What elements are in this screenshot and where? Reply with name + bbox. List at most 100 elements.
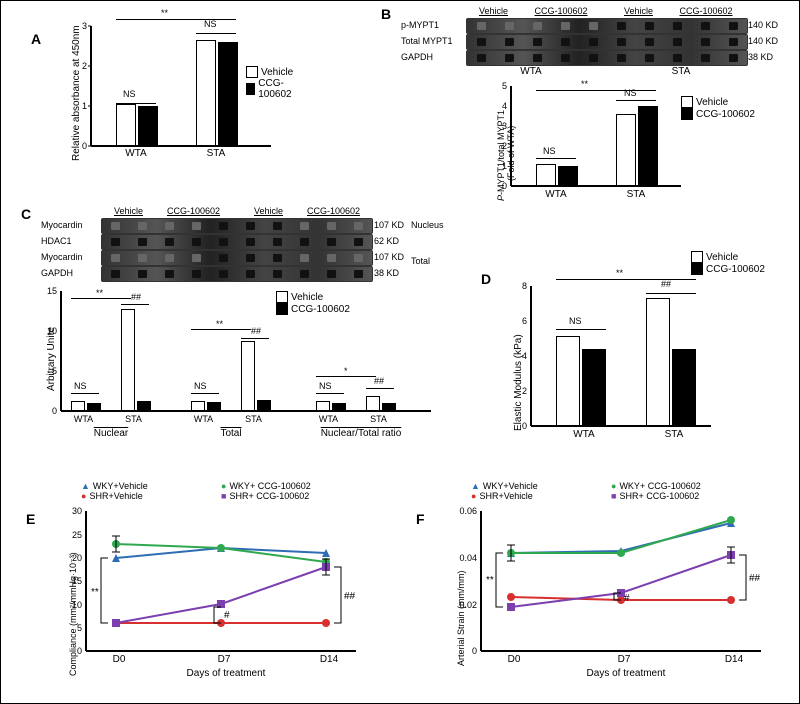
svg-text:2: 2 — [82, 61, 87, 71]
b-legend-ccg: CCG-100602 — [681, 108, 755, 120]
f-leg-wkyccg: ●WKY+ CCG-100602 — [611, 481, 771, 491]
c-row-myo2: Myocardin — [41, 252, 83, 262]
c-sig-rat-hash-line — [366, 388, 394, 389]
c-tot-wta-veh — [191, 401, 205, 411]
panel-d-ytitle: Elastic Modulus (kPa) — [513, 334, 524, 431]
panel-f: F ▲WKY+Vehicle ●WKY+ CCG-100602 ●SHR+Veh… — [411, 481, 791, 691]
svg-text:0.04: 0.04 — [459, 553, 477, 563]
panel-e-ytitle: Compliance (mm²/mmHg·10⁻³) — [68, 552, 79, 676]
svg-text:0: 0 — [82, 141, 87, 151]
b-top-ccg2: CCG-100602 — [666, 6, 746, 16]
b-kd3: 38 KD — [748, 52, 773, 62]
panel-d-x-wta: WTA — [559, 429, 609, 440]
panel-c-legend: Vehicle CCG-100602 — [276, 291, 350, 315]
d-legend-ccg: CCG-100602 — [691, 263, 765, 275]
b-lane-gapdh — [466, 50, 748, 66]
b-top-ccg1: CCG-100602 — [521, 6, 601, 16]
svg-text:1: 1 — [82, 101, 87, 111]
c-tot-sta-ccg — [257, 400, 271, 411]
b-top-veh1: Vehicle — [466, 6, 521, 16]
svg-text:8: 8 — [522, 281, 527, 291]
c-row-hdac1: HDAC1 — [41, 236, 72, 246]
panel-b-x-wta: WTA — [536, 189, 576, 200]
c-sig-tot-ns: NS — [194, 381, 207, 391]
c-kd4: 38 KD — [374, 268, 399, 278]
e-x-d7: D7 — [209, 654, 239, 665]
c-legend-vehicle: Vehicle — [276, 291, 350, 303]
c-side-nucleus: Nucleus — [411, 220, 444, 230]
sig-a-ns2: NS — [204, 19, 217, 29]
panel-b-legend: Vehicle CCG-100602 — [681, 96, 755, 120]
c-tot-sta — [241, 291, 271, 411]
c-row-gapdh: GAPDH — [41, 268, 73, 278]
panel-d-x-sta: STA — [649, 429, 699, 440]
bar-wta-ccg — [138, 106, 158, 146]
svg-text:15: 15 — [47, 286, 57, 296]
c-lane-myo1 — [101, 218, 373, 234]
c-sig-rat-star-line — [316, 376, 376, 377]
c-sig-rat-ns-line — [316, 393, 344, 394]
b-legend-vehicle: Vehicle — [681, 96, 755, 108]
panel-a-wta-group — [116, 26, 158, 146]
c-top-veh1: Vehicle — [101, 206, 156, 216]
e-x-d0: D0 — [104, 654, 134, 665]
b-top-veh2: Vehicle — [611, 6, 666, 16]
c-kd2: 62 KD — [374, 236, 399, 246]
c-sig-nuc-star-line — [71, 298, 131, 299]
sig-d-hash-line — [646, 293, 696, 294]
c-kd1: 107 KD — [374, 220, 404, 230]
f-x-d14: D14 — [719, 654, 749, 665]
c-rat-sta-veh — [366, 396, 380, 411]
svg-text:0.06: 0.06 — [459, 506, 477, 516]
panel-d-wta-group — [556, 286, 606, 426]
b-row-pmypt1: p-MYPT1 — [401, 20, 439, 30]
d-bar-wta-veh — [556, 336, 580, 426]
e-leg-shrveh: ●SHR+Vehicle — [81, 491, 221, 501]
c-side-total: Total — [411, 256, 430, 266]
c-rat-sta-ccg — [382, 403, 396, 411]
d-bar-sta-veh — [646, 298, 670, 426]
c-sig-nuc-hash-line — [121, 304, 149, 305]
svg-text:0: 0 — [472, 646, 477, 656]
e-leg-shrccg: ■SHR+ CCG-100602 — [221, 491, 376, 501]
panel-a-x-wta: WTA — [116, 148, 156, 159]
b-kd2: 140 KD — [748, 36, 778, 46]
panel-b-wta-group — [536, 86, 578, 186]
legend-ccg: CCG-100602 — [246, 78, 301, 100]
panel-e-label: E — [26, 511, 35, 527]
c-sig-tot-hash: ## — [251, 326, 261, 336]
c-x-nuc-wta: WTA — [66, 414, 101, 424]
panel-b-label: B — [381, 6, 391, 22]
sig-b-ns1: NS — [543, 146, 556, 156]
bar-sta-ccg — [218, 42, 238, 146]
panel-e-chart: 0 5 10 15 20 25 30 ** — [86, 511, 376, 671]
c-lane-hdac1 — [101, 234, 373, 250]
f-x-d0: D0 — [499, 654, 529, 665]
b-lane-pmypt1 — [466, 18, 748, 34]
b-yt-line2: (Fold of WTA) — [506, 126, 516, 181]
b-bar-wta-veh — [536, 164, 556, 186]
panel-a: A 0 1 2 3 Relative absorbance at 450nm W… — [21, 11, 301, 191]
c-sig-nuc-ns-line — [71, 393, 99, 394]
c-sig-tot-star-line — [191, 329, 251, 330]
panel-d: D 0 2 4 6 8 Elastic Modulus (kPa) WTA ST… — [481, 251, 781, 461]
sig-b-ns2-line — [616, 100, 656, 101]
svg-text:25: 25 — [72, 530, 82, 540]
panel-b: B Vehicle CCG-100602 Vehicle CCG-100602 … — [381, 6, 781, 236]
sig-a-ns1-line — [116, 103, 156, 104]
panel-f-chart: 0 0.02 0.04 0.06 ** ## # — [481, 511, 781, 671]
panel-b-x-sta: STA — [616, 189, 656, 200]
sig-d-ns: NS — [569, 316, 582, 326]
svg-text:#: # — [624, 593, 630, 604]
svg-text:**: ** — [486, 575, 494, 586]
svg-text:##: ## — [749, 573, 761, 584]
c-nuc-wta-veh — [71, 401, 85, 411]
panel-a-label: A — [31, 31, 41, 47]
panel-a-ytitle: Relative absorbance at 450nm — [71, 25, 82, 161]
c-rat-wta-ccg — [332, 403, 346, 411]
c-top-ccg2: CCG-100602 — [296, 206, 371, 216]
c-sig-rat-ns: NS — [319, 381, 332, 391]
c-sig-nuc-hash: ## — [131, 292, 141, 302]
b-row-gapdh: GAPDH — [401, 52, 433, 62]
panel-b-ytitle2: (Fold of WTA) — [506, 126, 516, 181]
